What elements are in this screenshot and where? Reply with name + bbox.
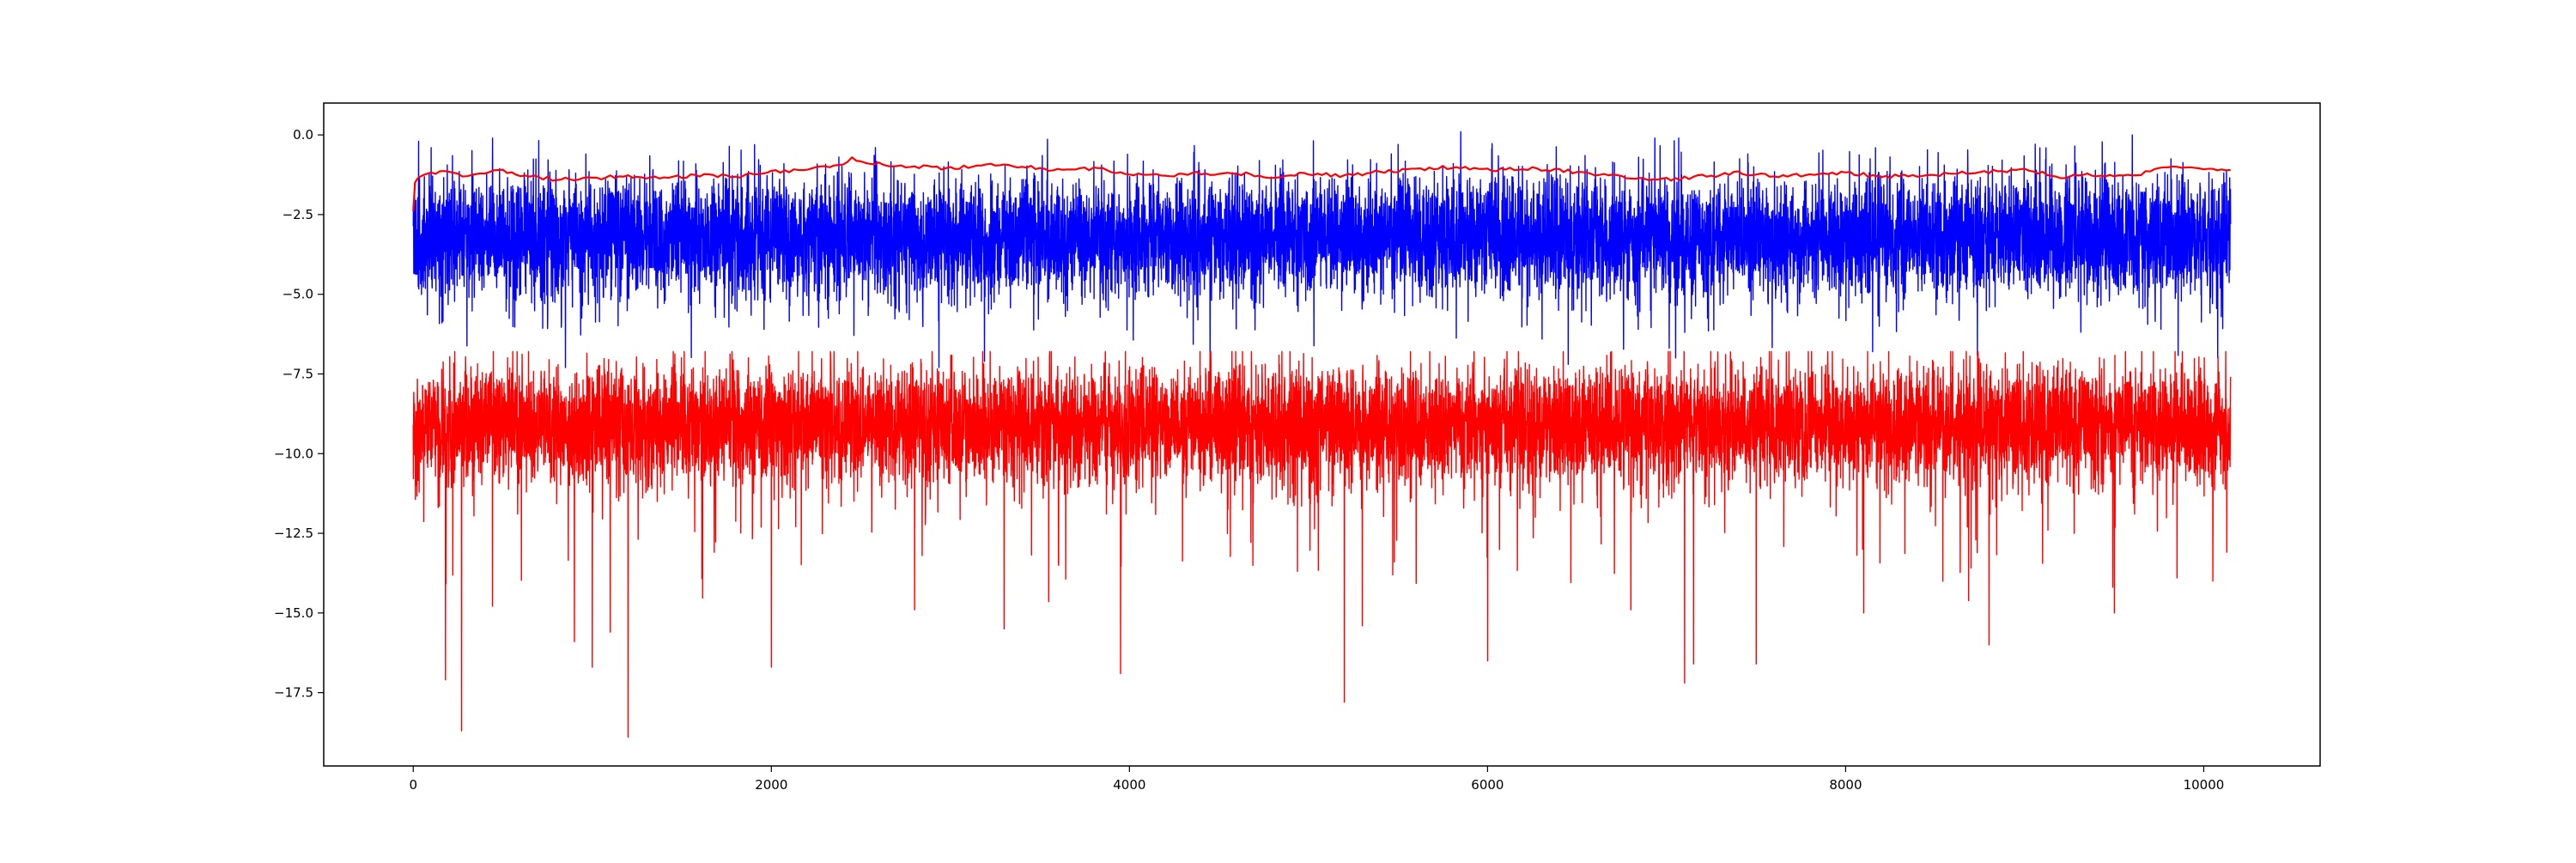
series-2-trend-line xyxy=(412,156,2231,212)
series-layer xyxy=(412,131,2232,738)
series-0-line xyxy=(412,131,2232,368)
y-tick-label: −5.0 xyxy=(283,287,313,302)
axes-layer: 0 2000 4000 6000 8000 10000 0.0 −2.5 −5.0 −7.5 −10… xyxy=(274,127,2224,793)
y-tick-label: −10.0 xyxy=(274,446,313,461)
plot-frame xyxy=(323,102,2321,767)
y-tick-label: −7.5 xyxy=(283,366,313,381)
x-tick-label: 8000 xyxy=(1829,777,1862,793)
y-tick-label: −17.5 xyxy=(274,685,313,701)
x-tick-label: 6000 xyxy=(1471,777,1504,793)
x-tick-label: 2000 xyxy=(755,777,787,793)
y-tick-label: −12.5 xyxy=(274,526,313,541)
x-tick-label: 0 xyxy=(409,777,417,793)
series-1-line xyxy=(412,350,2232,738)
x-tick-label: 10000 xyxy=(2184,777,2225,793)
x-tick-label: 4000 xyxy=(1113,777,1145,793)
y-tick-label: −15.0 xyxy=(274,605,313,621)
y-tick-label: −2.5 xyxy=(283,207,313,222)
y-tick-label: 0.0 xyxy=(293,127,313,143)
